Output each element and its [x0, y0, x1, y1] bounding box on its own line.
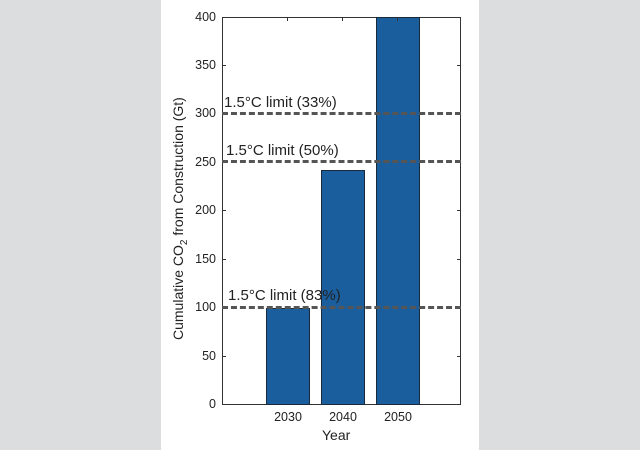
y-tick-label: 400	[195, 10, 216, 24]
y-tick-label: 300	[195, 106, 216, 120]
bar-2030	[266, 308, 310, 405]
y-axis-label-text: Cumulative CO	[170, 245, 186, 340]
tick-mark	[457, 210, 461, 211]
tick-mark	[342, 17, 343, 21]
tick-mark	[457, 259, 461, 260]
y-axis-label-text: from Construction (Gt)	[170, 97, 186, 240]
tick-mark	[397, 17, 398, 21]
tick-mark	[457, 356, 461, 357]
reference-label-50: 1.5°C limit (50%)	[226, 142, 339, 159]
y-tick-label: 250	[195, 155, 216, 169]
tick-mark	[222, 65, 226, 66]
reference-line-33	[222, 112, 461, 115]
reference-line-83	[222, 306, 461, 309]
bar-2050	[376, 17, 420, 405]
tick-mark	[222, 210, 226, 211]
reference-line-50	[222, 160, 461, 163]
y-tick-label: 350	[195, 58, 216, 72]
bar-2040	[321, 170, 365, 405]
y-tick-label: 150	[195, 252, 216, 266]
figure-panel	[161, 0, 479, 450]
y-axis-label-subscript: 2	[178, 239, 190, 246]
tick-mark	[287, 17, 288, 21]
y-tick-label: 50	[202, 349, 216, 363]
tick-mark	[222, 259, 226, 260]
tick-mark	[457, 65, 461, 66]
x-tick-label: 2040	[329, 410, 357, 424]
x-tick-label: 2030	[274, 410, 302, 424]
reference-label-33: 1.5°C limit (33%)	[224, 94, 337, 111]
y-axis-label: Cumulative CO2 from Construction (Gt)	[170, 97, 190, 340]
x-axis-label: Year	[322, 427, 351, 443]
tick-mark	[222, 356, 226, 357]
reference-label-83: 1.5°C limit (83%)	[228, 287, 341, 304]
y-tick-label: 0	[209, 397, 216, 411]
y-tick-label: 200	[195, 203, 216, 217]
x-tick-label: 2050	[384, 410, 412, 424]
y-tick-label: 100	[195, 300, 216, 314]
